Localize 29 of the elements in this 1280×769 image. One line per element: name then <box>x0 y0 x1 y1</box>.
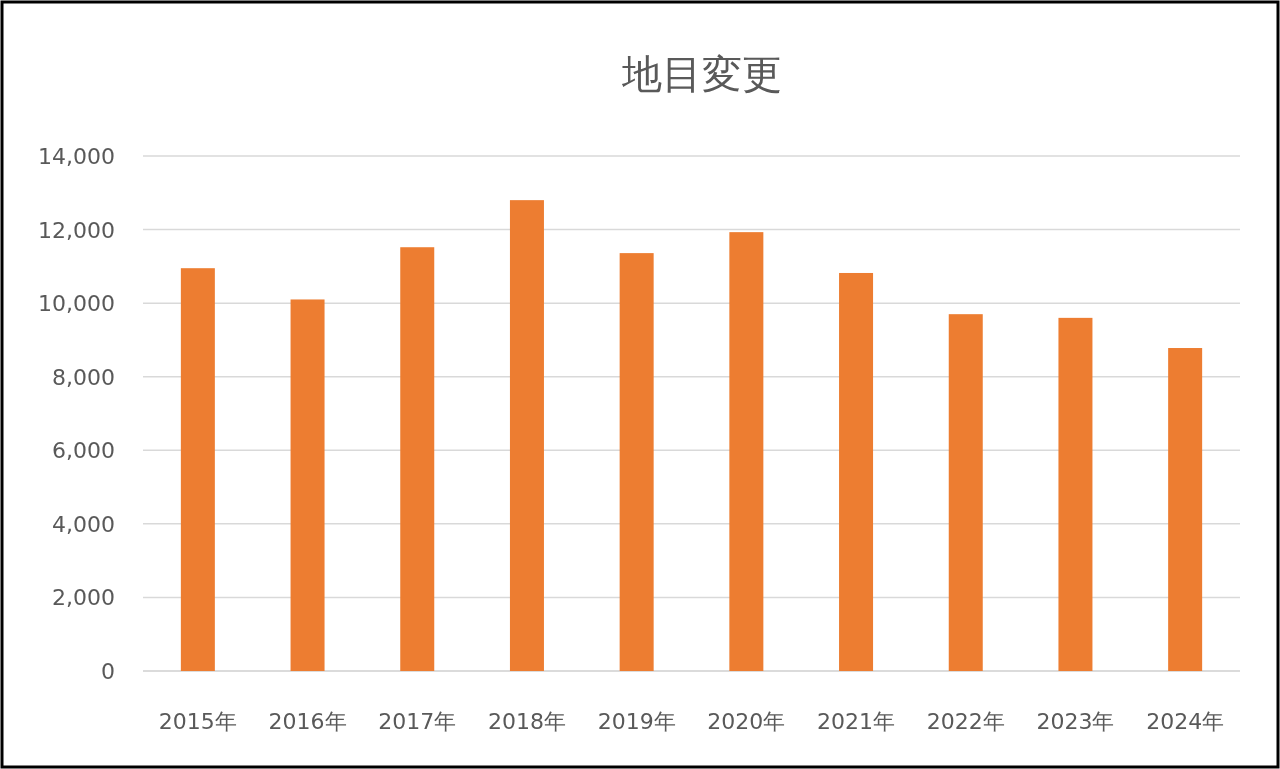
x-tick-label: 2016年 <box>268 709 347 734</box>
y-tick-label: 4,000 <box>52 511 115 537</box>
y-tick-label: 2,000 <box>52 585 115 611</box>
x-tick-label: 2017年 <box>378 709 457 734</box>
x-tick-label: 2019年 <box>597 709 676 734</box>
y-tick-label: 12,000 <box>38 217 115 243</box>
y-tick-label: 14,000 <box>38 144 115 169</box>
x-tick-label: 2021年 <box>817 709 896 734</box>
bar <box>948 314 983 671</box>
bar <box>1058 317 1093 671</box>
bar <box>729 232 764 671</box>
bar <box>400 247 435 671</box>
bar <box>839 272 874 671</box>
bar <box>180 268 215 671</box>
bar <box>290 299 325 671</box>
x-tick-label: 2018年 <box>487 709 566 734</box>
x-tick-label: 2024年 <box>1146 709 1225 734</box>
x-tick-label: 2022年 <box>926 709 1005 734</box>
y-tick-label: 10,000 <box>38 291 115 317</box>
y-tick-label: 8,000 <box>52 364 115 390</box>
x-tick-label: 2023年 <box>1036 709 1115 734</box>
bar <box>619 253 654 671</box>
y-tick-label: 6,000 <box>52 438 115 464</box>
bar <box>1168 348 1203 671</box>
bar <box>509 200 544 671</box>
chart-title: 地目変更 <box>620 51 782 97</box>
x-tick-label: 2015年 <box>158 709 237 734</box>
y-tick-label: 0 <box>101 659 115 684</box>
x-tick-label: 2020年 <box>707 709 786 734</box>
